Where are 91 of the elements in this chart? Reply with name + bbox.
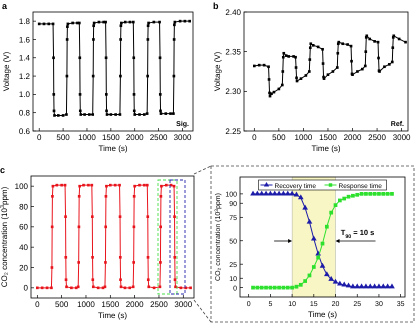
x-axis-title: Time (s) bbox=[98, 311, 128, 320]
point bbox=[351, 194, 355, 198]
point bbox=[268, 286, 272, 290]
x-tick-label: 3000 bbox=[392, 133, 412, 142]
y-tick-label: 80 bbox=[19, 202, 29, 212]
x-tick-label: 0 bbox=[252, 133, 258, 142]
point bbox=[363, 283, 369, 288]
y-tick-label: 2.35 bbox=[225, 47, 242, 56]
point bbox=[341, 282, 348, 286]
x-tick-label: 500 bbox=[272, 133, 286, 142]
point bbox=[312, 265, 316, 269]
point bbox=[277, 286, 281, 290]
point bbox=[354, 283, 360, 288]
point bbox=[367, 283, 374, 288]
y-tick-label: 1.4 bbox=[18, 54, 31, 63]
x-tick-label: 1000 bbox=[78, 133, 96, 142]
point bbox=[384, 283, 390, 288]
y-tick-label: 2.30 bbox=[225, 87, 242, 96]
point bbox=[342, 196, 346, 200]
point bbox=[377, 192, 381, 196]
point bbox=[264, 286, 268, 290]
point bbox=[360, 192, 364, 196]
point bbox=[308, 274, 312, 278]
y-tick-label: 2.25 bbox=[225, 126, 242, 136]
point bbox=[324, 271, 330, 276]
x-tick-label: 3000 bbox=[174, 300, 193, 309]
point bbox=[294, 192, 300, 196]
x-tick-label: 0 bbox=[36, 133, 42, 142]
point bbox=[346, 282, 352, 288]
point bbox=[310, 236, 317, 241]
x-tick-label: 2500 bbox=[150, 133, 168, 142]
point bbox=[350, 283, 356, 288]
x-tick-label: 2500 bbox=[368, 133, 387, 142]
chart-title: a bbox=[2, 1, 8, 11]
x-tick-label: 1500 bbox=[101, 300, 120, 309]
point bbox=[337, 280, 343, 286]
point bbox=[294, 284, 298, 289]
point bbox=[290, 286, 294, 290]
y-tick-label: 1.0 bbox=[18, 90, 31, 100]
point bbox=[332, 278, 338, 284]
x-tick-label: 1000 bbox=[77, 300, 96, 309]
point bbox=[306, 218, 312, 224]
x-tick-label: 3000 bbox=[174, 133, 192, 142]
point bbox=[298, 194, 304, 200]
point bbox=[376, 283, 382, 288]
y-tick-label: 60 bbox=[19, 222, 29, 232]
x-tick-label: 0 bbox=[35, 300, 40, 309]
x-axis-title: Time (s) bbox=[308, 310, 338, 319]
x-axis-title: Time (s) bbox=[98, 144, 128, 153]
x-axis-title: Time (s) bbox=[311, 144, 341, 153]
point bbox=[303, 279, 308, 283]
y-tick-label: 20 bbox=[19, 263, 29, 272]
y-axis-title: Voltage (V) bbox=[2, 51, 11, 92]
point bbox=[390, 192, 394, 196]
point bbox=[372, 192, 376, 196]
y-tick-label: 0.8 bbox=[18, 108, 31, 118]
point bbox=[358, 283, 364, 288]
x-tick-label: 1000 bbox=[294, 133, 313, 142]
chart-title: b bbox=[213, 1, 219, 11]
x-tick-label: 2500 bbox=[150, 300, 168, 309]
chart-title: c bbox=[0, 165, 6, 175]
point bbox=[328, 276, 334, 281]
point bbox=[320, 262, 326, 268]
x-tick-label: 500 bbox=[54, 300, 69, 309]
x-tick-label: 2000 bbox=[344, 133, 362, 142]
point bbox=[364, 192, 368, 196]
x-tick-label: 1500 bbox=[319, 133, 338, 142]
y-tick-label: 40 bbox=[19, 242, 29, 252]
y-tick-label: 100 bbox=[14, 182, 29, 191]
y-tick-label: 1.2 bbox=[18, 72, 31, 81]
x-tick-label: 2000 bbox=[126, 300, 144, 309]
point bbox=[389, 283, 395, 288]
y-tick-label: 0.6 bbox=[18, 126, 31, 136]
point bbox=[334, 203, 338, 207]
x-tick-label: 500 bbox=[56, 133, 70, 142]
point bbox=[320, 242, 324, 246]
y-tick-label: 2.40 bbox=[225, 8, 242, 17]
y-tick-label: 1.8 bbox=[18, 16, 31, 26]
y-axis-title: Voltage (V) bbox=[213, 51, 222, 92]
point bbox=[346, 194, 350, 199]
x-tick-label: 1500 bbox=[102, 133, 120, 142]
point bbox=[302, 204, 308, 210]
point bbox=[282, 286, 286, 290]
point bbox=[250, 190, 256, 196]
x-tick-label: 2000 bbox=[126, 133, 144, 142]
y-tick-label: 0 bbox=[24, 284, 29, 293]
point bbox=[251, 286, 255, 290]
point bbox=[372, 283, 378, 288]
point bbox=[338, 198, 342, 202]
point bbox=[380, 283, 386, 288]
y-tick-label: 1.6 bbox=[18, 35, 31, 44]
